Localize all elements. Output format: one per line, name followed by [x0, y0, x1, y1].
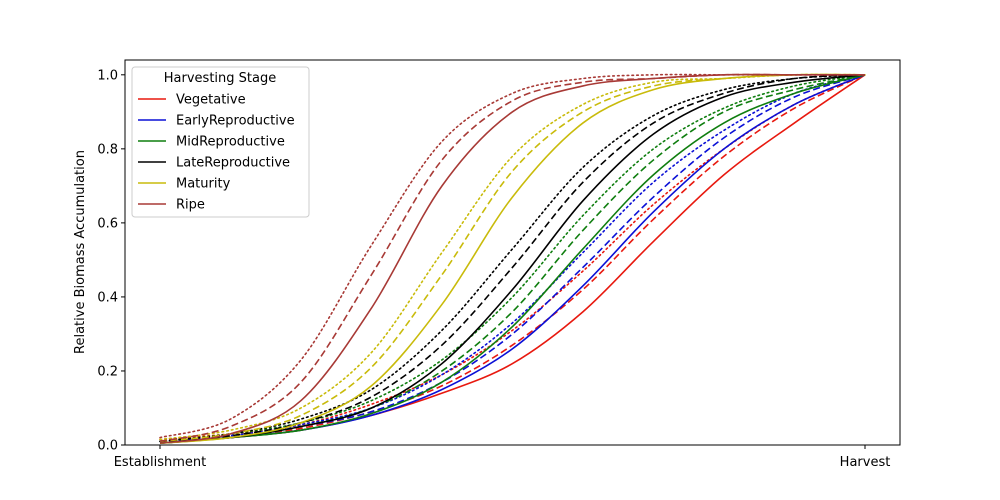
y-tick-label: 0.2 [97, 364, 118, 379]
y-tick-label: 0.4 [97, 290, 118, 305]
series-line-latereproductive-dashed [159, 74, 866, 443]
legend-label-vegetative: Vegetative [176, 93, 246, 108]
series-line-vegetative-dashed [159, 74, 866, 443]
x-axis: Establishment Harvest [114, 445, 891, 470]
legend-label-ripe: Ripe [176, 198, 205, 213]
series-line-maturity-dotted [159, 73, 866, 441]
legend-label-latereproductive: LateReproductive [176, 156, 290, 171]
legend-label-maturity: Maturity [176, 177, 231, 192]
y-tick-label: 0.6 [97, 216, 118, 231]
y-tick-label: 1.0 [97, 68, 118, 83]
series-line-latereproductive-solid [159, 74, 866, 444]
axes-frame [124, 59, 901, 446]
series-line-ripe-dotted [159, 73, 866, 439]
y-axis-label: Relative Biomass Accumulation [73, 150, 88, 354]
x-tick-label: Harvest [840, 455, 891, 470]
legend: Harvesting Stage Vegetative EarlyReproduc… [131, 66, 310, 218]
y-axis: 0.0 0.2 0.4 0.6 0.8 1.0 [97, 68, 125, 454]
legend-label-midreproductive: MidReproductive [176, 135, 285, 150]
series-line-maturity-dashed [159, 73, 866, 443]
series-line-latereproductive-dotted [159, 74, 866, 443]
plot-area [124, 59, 901, 446]
series-layer [159, 73, 866, 444]
series-line-midreproductive-solid [159, 74, 866, 444]
y-tick-label: 0.8 [97, 142, 118, 157]
legend-box [131, 66, 310, 218]
y-tick-label: 0.0 [97, 439, 118, 454]
legend-title: Harvesting Stage [164, 71, 276, 86]
x-tick-label: Establishment [114, 455, 207, 470]
legend-entries: Vegetative EarlyReproductive MidReproducti… [138, 93, 295, 213]
legend-label-earlyreproductive: EarlyReproductive [176, 114, 295, 129]
